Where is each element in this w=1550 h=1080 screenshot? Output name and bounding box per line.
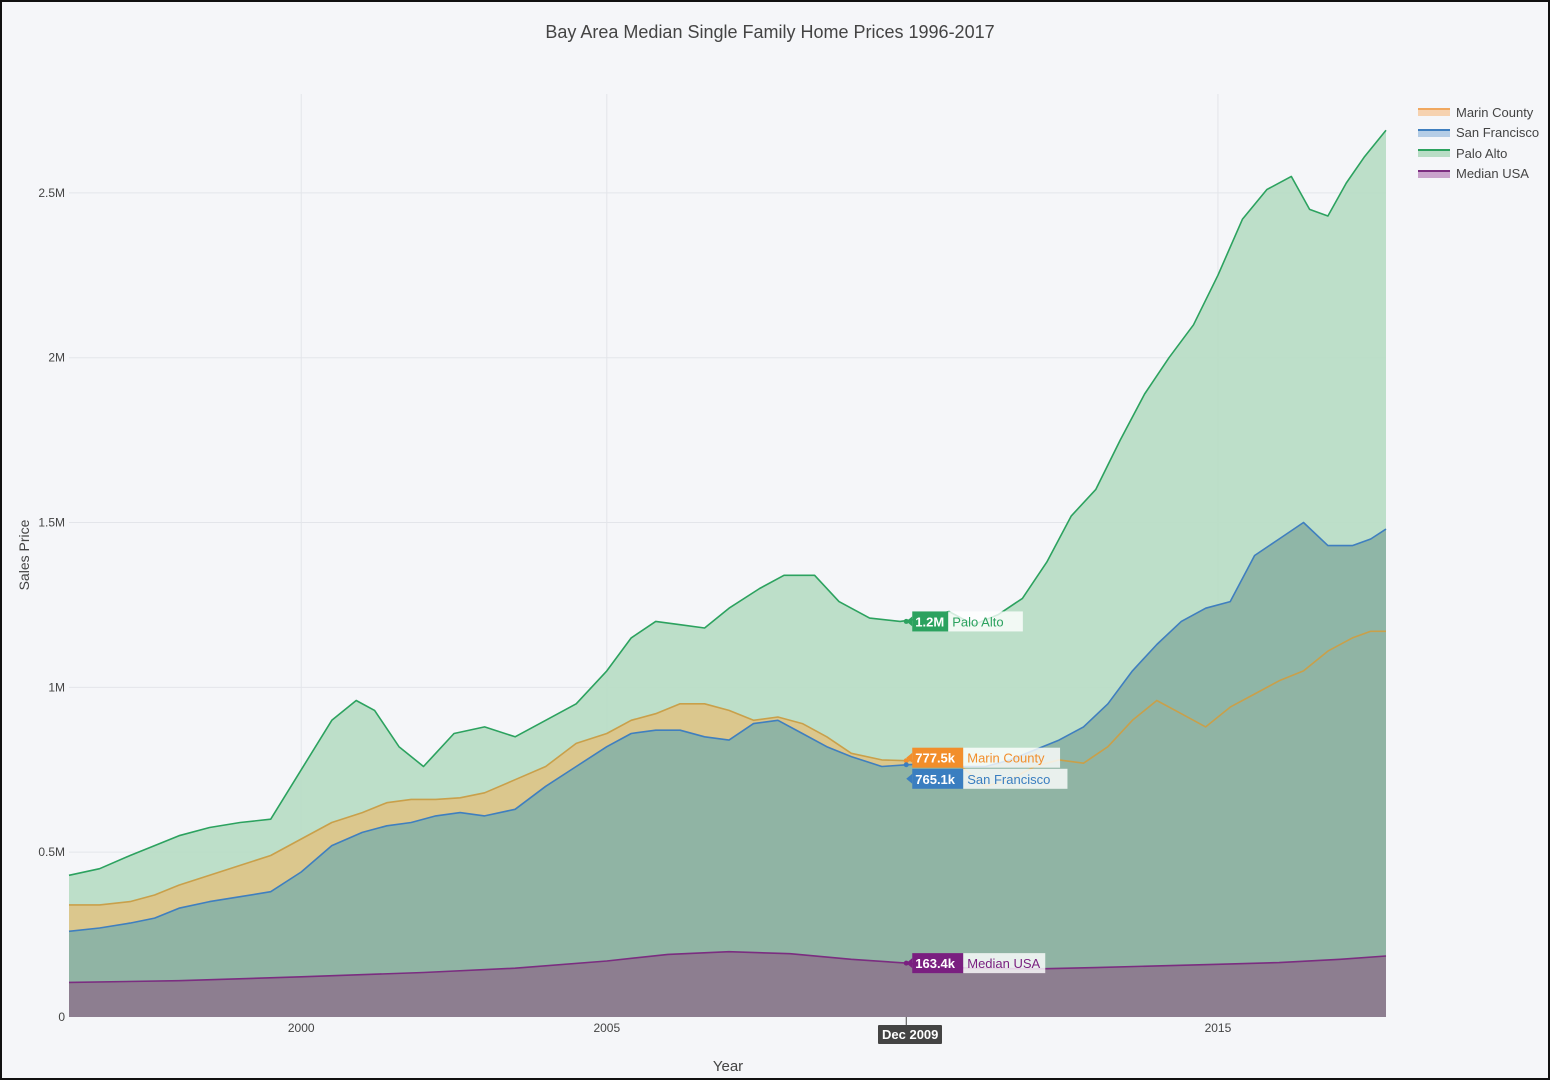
- hover-x-label: Dec 2009: [878, 1025, 943, 1044]
- legend-label-median-usa: Median USA: [1456, 166, 1529, 182]
- x-tick-label: 2000: [288, 1021, 315, 1035]
- hover-point: [903, 618, 909, 624]
- hover-value-text: 163.4k: [915, 956, 956, 971]
- hover-point: [903, 960, 909, 966]
- legend-swatch-palo-alto: [1418, 149, 1450, 158]
- hover-value-box: [912, 768, 964, 789]
- series-areas: [69, 130, 1386, 1018]
- line-marin-county: [69, 630, 1386, 906]
- hover-name-box: [948, 611, 1023, 632]
- hover-value-text: 1.2M: [915, 614, 944, 629]
- hover-point: [903, 758, 909, 764]
- hover-label-san-francisco: 765.1k San Francisco: [903, 762, 1068, 789]
- axis-ticks: 0 0.5M 1M 1.5M 2M 2.5M 2000 2005 2015: [38, 186, 1231, 1035]
- legend-swatch-san-francisco: [1418, 128, 1450, 137]
- hover-value-box: [912, 611, 949, 632]
- series-lines: [68, 129, 1387, 984]
- legend-label-san-francisco: San Francisco: [1456, 125, 1540, 141]
- area-san-francisco: [69, 522, 1386, 1017]
- y-tick-label: 2.5M: [38, 186, 65, 200]
- hover-value-text: 777.5k: [915, 751, 956, 766]
- line-median-usa: [68, 950, 1387, 984]
- hover-label-palo-alto: 1.2M Palo Alto: [903, 611, 1023, 632]
- y-tick-label: 1.5M: [38, 516, 65, 530]
- legend-item-san-francisco[interactable]: San Francisco: [1418, 123, 1539, 144]
- y-tick-label: 0.5M: [38, 845, 65, 859]
- y-tick-label: 0: [58, 1010, 65, 1024]
- y-tick-label: 2M: [48, 351, 65, 365]
- hover-label-median-usa: 163.4k Median USA: [903, 953, 1046, 974]
- x-tick-label: 2015: [1205, 1021, 1232, 1035]
- hover-name-text: San Francisco: [967, 772, 1050, 787]
- hover-value-box: [912, 953, 964, 974]
- hover-name-box: [963, 768, 1068, 789]
- legend-label-marin-county: Marin County: [1456, 104, 1534, 120]
- hover-line: 1.2M Palo Alto 777.5k Marin County 765.1k San…: [903, 611, 1068, 1025]
- hover-name-box: [963, 747, 1061, 768]
- legend: Marin County San Francisco Palo Alto Med…: [1418, 102, 1539, 184]
- hover-name-box: [963, 953, 1046, 974]
- y-axis-title: Sales Price: [16, 519, 32, 591]
- legend-swatch-median-usa: [1418, 169, 1450, 178]
- hover-value-box: [912, 747, 964, 768]
- area-median-usa: [69, 951, 1386, 1017]
- legend-item-palo-alto[interactable]: Palo Alto: [1418, 143, 1539, 164]
- hover-point: [903, 762, 909, 768]
- line-palo-alto: [68, 129, 1387, 877]
- line-san-francisco: [68, 521, 1387, 933]
- legend-label-palo-alto: Palo Alto: [1456, 145, 1508, 161]
- hover-name-text: Palo Alto: [952, 614, 1003, 629]
- legend-item-marin-county[interactable]: Marin County: [1418, 102, 1539, 123]
- hover-label-marin-county: 777.5k Marin County: [903, 747, 1061, 768]
- y-tick-label: 1M: [48, 680, 65, 694]
- x-tick-label: 2005: [593, 1021, 620, 1035]
- hover-name-text: Median USA: [967, 956, 1040, 971]
- legend-swatch-marin-county: [1418, 108, 1450, 117]
- x-axis-title: Year: [712, 1058, 744, 1075]
- hover-value-text: 765.1k: [915, 772, 956, 787]
- legend-item-median-usa[interactable]: Median USA: [1418, 164, 1539, 185]
- chart-title: Bay Area Median Single Family Home Price…: [545, 22, 995, 42]
- hover-name-text: Marin County: [967, 751, 1045, 766]
